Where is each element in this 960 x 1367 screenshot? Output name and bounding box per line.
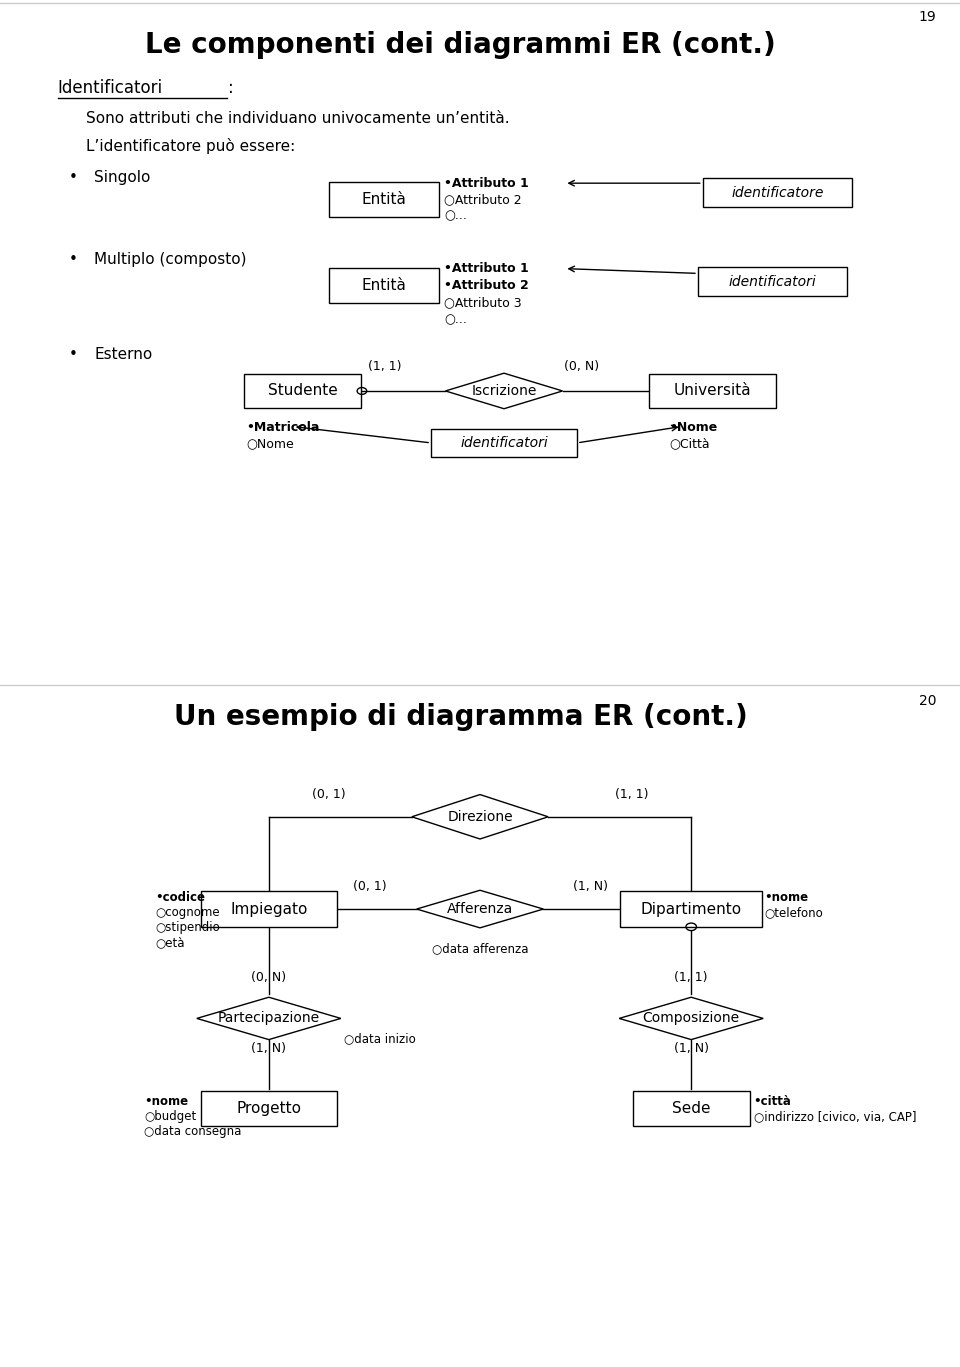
Polygon shape: [445, 373, 563, 409]
Text: Esterno: Esterno: [94, 347, 153, 362]
Text: Composizione: Composizione: [642, 1012, 740, 1025]
Text: (1, N): (1, N): [573, 880, 608, 894]
Text: Direzione: Direzione: [447, 809, 513, 824]
Text: •Attributo 2: •Attributo 2: [444, 279, 529, 293]
Text: Multiplo (composto): Multiplo (composto): [94, 252, 247, 267]
Text: ○data afferenza: ○data afferenza: [432, 942, 528, 956]
FancyBboxPatch shape: [201, 891, 337, 927]
Polygon shape: [412, 794, 548, 839]
Text: Studente: Studente: [268, 384, 337, 398]
Text: identificatori: identificatori: [729, 275, 817, 288]
Polygon shape: [619, 998, 763, 1039]
Text: (0, 1): (0, 1): [352, 880, 387, 894]
Text: Afferenza: Afferenza: [446, 902, 514, 916]
FancyBboxPatch shape: [328, 268, 439, 303]
Text: •codice: •codice: [156, 891, 205, 905]
Text: 19: 19: [919, 10, 936, 25]
Text: Singolo: Singolo: [94, 170, 151, 185]
Text: Iscrizione: Iscrizione: [471, 384, 537, 398]
Text: identificatore: identificatore: [732, 186, 824, 200]
Text: (1, N): (1, N): [674, 1042, 708, 1055]
Text: •Attributo 1: •Attributo 1: [444, 262, 529, 275]
Text: :: :: [228, 78, 233, 97]
Text: Le componenti dei diagrammi ER (cont.): Le componenti dei diagrammi ER (cont.): [145, 30, 777, 59]
Text: ○Attributo 2: ○Attributo 2: [444, 193, 522, 206]
Text: ○Attributo 3: ○Attributo 3: [444, 297, 522, 309]
Text: ○età: ○età: [156, 936, 185, 950]
Text: •: •: [69, 252, 78, 267]
Text: (0, N): (0, N): [564, 360, 600, 372]
FancyBboxPatch shape: [703, 178, 852, 206]
Text: ○stipendio: ○stipendio: [156, 921, 220, 935]
FancyBboxPatch shape: [201, 1091, 337, 1126]
Text: •Attributo 1: •Attributo 1: [444, 176, 529, 190]
Text: •città: •città: [754, 1095, 791, 1109]
Text: Università: Università: [674, 384, 751, 398]
FancyBboxPatch shape: [244, 373, 361, 407]
Text: ○...: ○...: [444, 313, 468, 327]
Text: Progetto: Progetto: [236, 1102, 301, 1115]
FancyBboxPatch shape: [620, 891, 762, 927]
Text: ○indirizzo [civico, via, CAP]: ○indirizzo [civico, via, CAP]: [754, 1110, 916, 1124]
Text: ○telefono: ○telefono: [764, 906, 823, 920]
Text: ○cognome: ○cognome: [156, 906, 220, 920]
Text: •nome: •nome: [764, 891, 808, 905]
Text: •: •: [69, 347, 78, 362]
Text: (1, N): (1, N): [252, 1042, 286, 1055]
FancyBboxPatch shape: [649, 373, 776, 407]
Text: •Nome: •Nome: [669, 421, 717, 435]
FancyBboxPatch shape: [699, 267, 848, 297]
Text: Un esempio di diagramma ER (cont.): Un esempio di diagramma ER (cont.): [174, 703, 748, 730]
Text: (1, 1): (1, 1): [675, 971, 708, 984]
Text: ○Città: ○Città: [669, 437, 709, 451]
Text: Entità: Entità: [362, 193, 406, 206]
Polygon shape: [417, 890, 543, 928]
FancyBboxPatch shape: [431, 428, 577, 457]
Text: (1, 1): (1, 1): [615, 787, 648, 801]
Text: Sede: Sede: [672, 1102, 710, 1115]
Text: (1, 1): (1, 1): [368, 360, 401, 372]
Text: Entità: Entità: [362, 279, 406, 293]
Text: Impiegato: Impiegato: [230, 902, 307, 916]
Text: (0, N): (0, N): [252, 971, 286, 984]
Text: identificatori: identificatori: [460, 436, 548, 450]
Text: Partecipazione: Partecipazione: [218, 1012, 320, 1025]
Text: L’identificatore può essere:: L’identificatore può essere:: [86, 138, 296, 154]
Text: •nome: •nome: [144, 1095, 188, 1109]
Text: •: •: [69, 170, 78, 185]
Text: Identificatori: Identificatori: [58, 78, 163, 97]
FancyBboxPatch shape: [328, 182, 439, 217]
Text: Sono attributi che individuano univocamente un’entità.: Sono attributi che individuano univocame…: [86, 111, 510, 126]
Text: Dipartimento: Dipartimento: [640, 902, 742, 916]
Text: ○data inizio: ○data inizio: [344, 1032, 416, 1046]
Text: 20: 20: [919, 693, 936, 708]
Text: ○budget: ○budget: [144, 1110, 196, 1124]
Text: ○...: ○...: [444, 209, 468, 223]
Text: ○data consegna: ○data consegna: [144, 1125, 241, 1139]
Text: ○Nome: ○Nome: [247, 437, 295, 451]
Text: (0, 1): (0, 1): [311, 787, 346, 801]
FancyBboxPatch shape: [633, 1091, 750, 1126]
Text: •Matricola: •Matricola: [247, 421, 320, 435]
Polygon shape: [197, 998, 341, 1039]
